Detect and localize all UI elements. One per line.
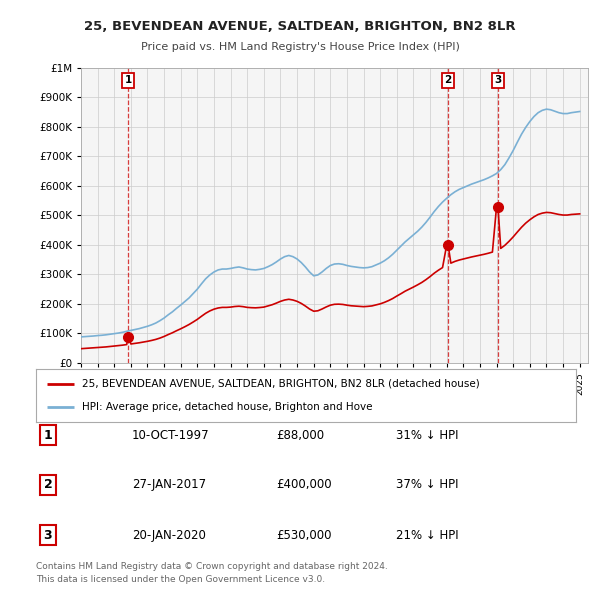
Text: 25, BEVENDEAN AVENUE, SALTDEAN, BRIGHTON, BN2 8LR (detached house): 25, BEVENDEAN AVENUE, SALTDEAN, BRIGHTON… — [82, 379, 479, 389]
Text: Contains HM Land Registry data © Crown copyright and database right 2024.: Contains HM Land Registry data © Crown c… — [36, 562, 388, 571]
Text: £400,000: £400,000 — [276, 478, 332, 491]
Text: 21% ↓ HPI: 21% ↓ HPI — [396, 529, 458, 542]
Text: £88,000: £88,000 — [276, 429, 324, 442]
Text: 20-JAN-2020: 20-JAN-2020 — [132, 529, 206, 542]
Text: HPI: Average price, detached house, Brighton and Hove: HPI: Average price, detached house, Brig… — [82, 402, 373, 412]
Text: 25, BEVENDEAN AVENUE, SALTDEAN, BRIGHTON, BN2 8LR: 25, BEVENDEAN AVENUE, SALTDEAN, BRIGHTON… — [84, 20, 516, 33]
Text: 2: 2 — [44, 478, 52, 491]
Text: 10-OCT-1997: 10-OCT-1997 — [132, 429, 209, 442]
Text: Price paid vs. HM Land Registry's House Price Index (HPI): Price paid vs. HM Land Registry's House … — [140, 42, 460, 52]
Text: 3: 3 — [44, 529, 52, 542]
Text: 2: 2 — [445, 76, 452, 85]
Text: 27-JAN-2017: 27-JAN-2017 — [132, 478, 206, 491]
Text: 3: 3 — [494, 76, 502, 85]
Text: £530,000: £530,000 — [276, 529, 331, 542]
Text: This data is licensed under the Open Government Licence v3.0.: This data is licensed under the Open Gov… — [36, 575, 325, 584]
Text: 31% ↓ HPI: 31% ↓ HPI — [396, 429, 458, 442]
Text: 37% ↓ HPI: 37% ↓ HPI — [396, 478, 458, 491]
Text: 1: 1 — [124, 76, 132, 85]
Text: 1: 1 — [44, 429, 52, 442]
